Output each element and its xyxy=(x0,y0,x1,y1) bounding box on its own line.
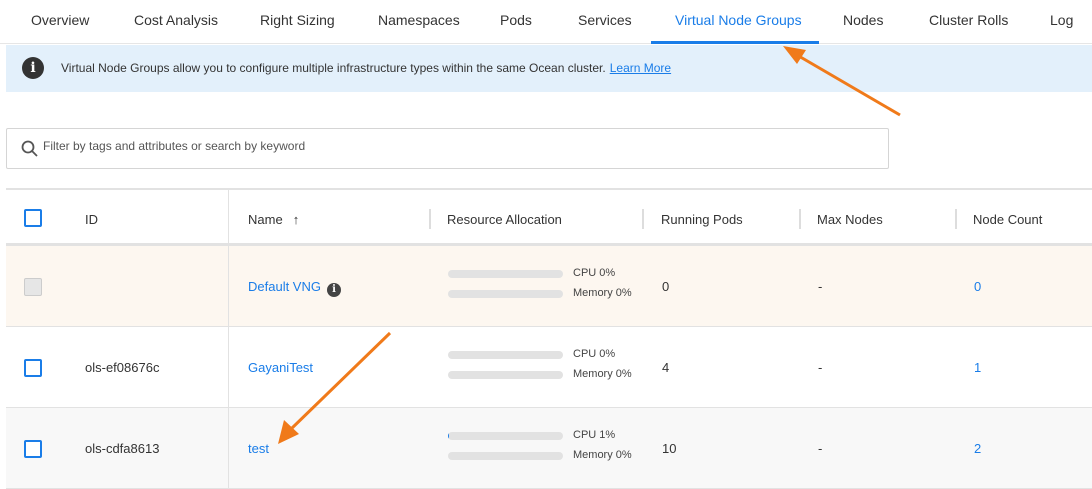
active-tab-indicator xyxy=(651,41,819,44)
banner-text: Virtual Node Groups allow you to configu… xyxy=(61,61,606,75)
vng-name[interactable]: Default VNG xyxy=(248,279,321,294)
tab-right-sizing[interactable]: Right Sizing xyxy=(260,12,335,28)
tab-cluster-rolls[interactable]: Cluster Rolls xyxy=(929,12,1009,28)
tab-overview[interactable]: Overview xyxy=(31,12,90,28)
search-input[interactable] xyxy=(43,139,843,153)
header-id[interactable]: ID xyxy=(85,212,98,227)
row-checkbox[interactable] xyxy=(24,359,42,377)
vng-name-link[interactable]: test xyxy=(248,441,269,456)
select-all-checkbox[interactable] xyxy=(24,209,42,227)
memory-label: Memory 0% xyxy=(573,449,632,461)
row-checkbox xyxy=(24,278,42,296)
tab-namespaces[interactable]: Namespaces xyxy=(378,12,460,28)
cpu-bar xyxy=(448,432,563,440)
search-box[interactable] xyxy=(6,128,889,169)
max-nodes: - xyxy=(818,279,823,294)
column-divider xyxy=(228,246,229,326)
banner-message: Virtual Node Groups allow you to configu… xyxy=(61,61,671,75)
cpu-label: CPU 0% xyxy=(573,348,616,360)
header-running-pods[interactable]: Running Pods xyxy=(661,212,743,227)
tab-cost-analysis[interactable]: Cost Analysis xyxy=(134,12,219,28)
search-icon xyxy=(21,140,38,157)
learn-more-link[interactable]: Learn More xyxy=(609,61,672,75)
column-separator[interactable] xyxy=(642,209,644,229)
running-pods: 0 xyxy=(662,279,670,294)
vng-table: ID Name ↑ Resource Allocation Running Pod… xyxy=(6,188,1092,489)
column-separator[interactable] xyxy=(955,209,957,229)
running-pods: 4 xyxy=(662,360,670,375)
tab-bar: Overview Cost Analysis Right Sizing Name… xyxy=(0,0,1092,44)
cpu-label: CPU 0% xyxy=(573,267,616,279)
header-name-label: Name xyxy=(248,212,283,227)
max-nodes: - xyxy=(818,360,823,375)
info-icon[interactable]: i xyxy=(326,283,341,297)
running-pods: 10 xyxy=(662,441,677,456)
row-checkbox[interactable] xyxy=(24,440,42,458)
table-row: ols-cdfa8613 test CPU 1% Memory 0% 10 - … xyxy=(6,408,1092,489)
vng-name[interactable]: test xyxy=(248,441,269,456)
node-count-link[interactable]: 1 xyxy=(974,360,982,375)
vng-name[interactable]: GayaniTest xyxy=(248,360,314,375)
max-nodes: - xyxy=(818,441,823,456)
cpu-label: CPU 1% xyxy=(573,429,616,441)
info-banner: i Virtual Node Groups allow you to confi… xyxy=(6,45,1092,92)
tab-nodes[interactable]: Nodes xyxy=(843,12,884,28)
column-divider xyxy=(228,327,229,407)
tab-virtual-node-groups[interactable]: Virtual Node Groups xyxy=(675,12,802,28)
cpu-bar xyxy=(448,351,563,359)
node-count-link[interactable]: 2 xyxy=(974,441,982,456)
vng-id: ols-cdfa8613 xyxy=(85,441,160,456)
table-row: Default VNG i CPU 0% Memory 0% 0 - 0 xyxy=(6,246,1092,327)
tab-services[interactable]: Services xyxy=(578,12,632,28)
header-node-count[interactable]: Node Count xyxy=(973,212,1043,227)
memory-bar xyxy=(448,371,563,379)
info-icon: i xyxy=(22,57,44,79)
header-resource-allocation[interactable]: Resource Allocation xyxy=(447,212,562,227)
cpu-bar xyxy=(448,270,563,278)
memory-bar xyxy=(448,452,563,460)
column-divider xyxy=(228,408,229,488)
cpu-bar-fill xyxy=(448,432,450,440)
vng-name-link[interactable]: GayaniTest xyxy=(248,360,313,375)
sort-ascending-icon: ↑ xyxy=(292,212,300,227)
header-name[interactable]: Name ↑ xyxy=(248,212,299,227)
tab-pods[interactable]: Pods xyxy=(500,12,532,28)
column-divider xyxy=(228,190,229,243)
header-max-nodes[interactable]: Max Nodes xyxy=(817,212,883,227)
table-row: ols-ef08676c GayaniTest CPU 0% Memory 0%… xyxy=(6,327,1092,408)
memory-label: Memory 0% xyxy=(573,287,632,299)
vng-id: ols-ef08676c xyxy=(85,360,160,375)
table-header: ID Name ↑ Resource Allocation Running Pod… xyxy=(6,190,1092,246)
column-separator[interactable] xyxy=(799,209,801,229)
vng-name-link[interactable]: Default VNG i xyxy=(248,279,341,297)
memory-label: Memory 0% xyxy=(573,368,632,380)
column-separator[interactable] xyxy=(429,209,431,229)
memory-bar xyxy=(448,290,563,298)
tab-log[interactable]: Log xyxy=(1050,12,1074,28)
node-count-link[interactable]: 0 xyxy=(974,279,982,294)
